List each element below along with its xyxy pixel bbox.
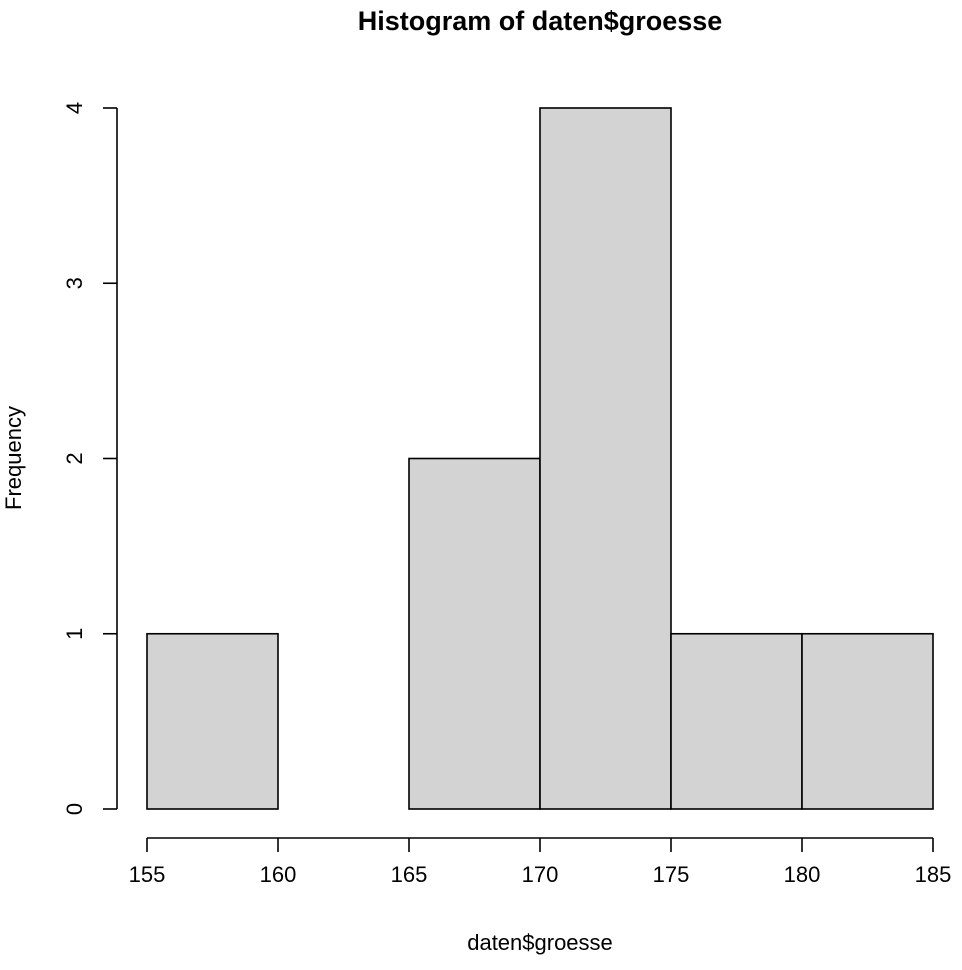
- y-axis-label: Frequency: [1, 406, 26, 510]
- x-tick-label: 155: [129, 862, 166, 887]
- x-axis: 155 160 165 170 175 180 185: [129, 837, 952, 887]
- x-tick-label: 160: [260, 862, 297, 887]
- histogram-bar: [408, 457, 541, 810]
- y-tick-label: 2: [62, 452, 87, 464]
- y-tick-label: 1: [62, 628, 87, 640]
- y-axis: 0 1 2 3 4: [62, 102, 118, 815]
- y-tick-label: 4: [62, 102, 87, 114]
- y-tick-label: 3: [62, 277, 87, 289]
- x-axis-label: daten$groesse: [467, 930, 613, 955]
- x-tick-label: 165: [391, 862, 428, 887]
- x-tick-label: 175: [653, 862, 690, 887]
- x-tick-label: 185: [915, 862, 952, 887]
- chart-title: Histogram of daten$groesse: [358, 6, 723, 36]
- bars-group: [146, 107, 934, 810]
- x-tick-label: 180: [784, 862, 821, 887]
- histogram-bar: [801, 632, 934, 810]
- histogram-bar: [146, 632, 279, 810]
- x-tick-label: 170: [522, 862, 559, 887]
- histogram-bar: [670, 632, 803, 810]
- histogram-bar: [539, 107, 672, 810]
- y-tick-label: 0: [62, 803, 87, 815]
